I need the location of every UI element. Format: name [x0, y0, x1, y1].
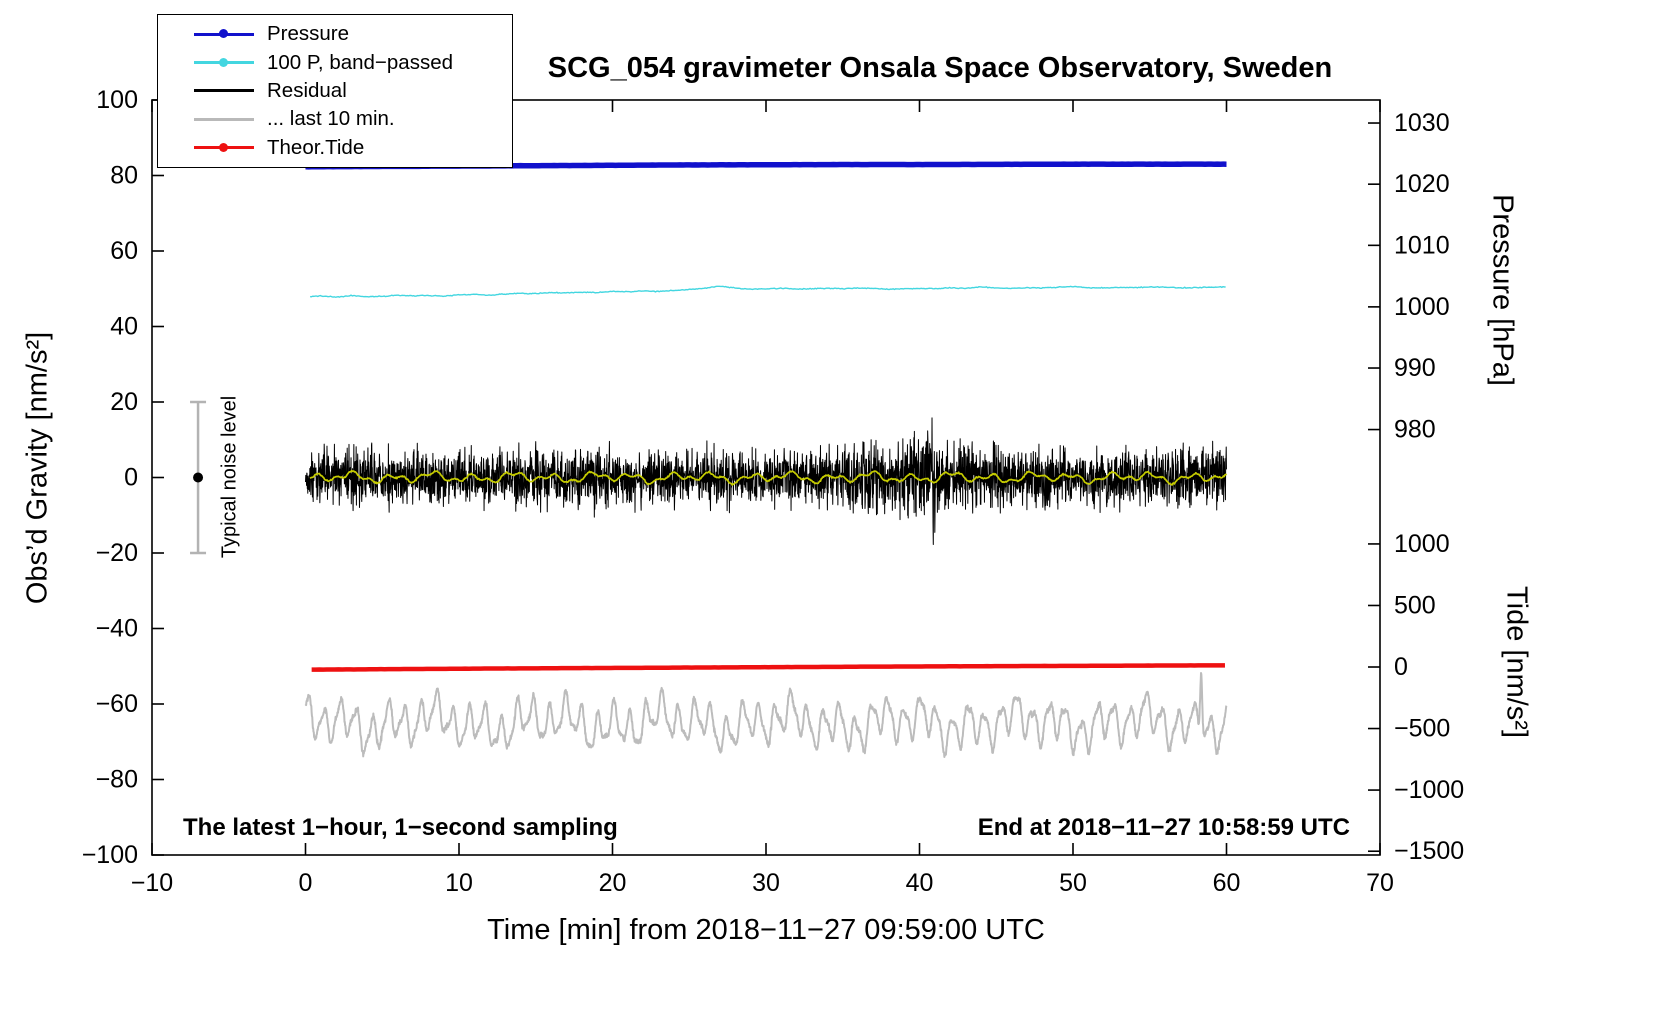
x-tick-label: 10 — [445, 869, 473, 897]
noise-level-dot — [193, 472, 204, 483]
pressure-tick-label: 1010 — [1394, 231, 1450, 259]
x-tick-label: −10 — [131, 869, 173, 897]
residual-line-marker-icon — [194, 85, 254, 97]
tide-tick-label: 1000 — [1394, 530, 1450, 558]
noise-level-annotation: Typical noise level — [218, 395, 241, 559]
y-axis-ticks-gravity: −100 −80 −60 −40 −20 0 20 40 60 80 100 — [82, 86, 164, 869]
y-axis-ticks-tide: 1000 500 0 −500 −1000 −1500 — [1368, 530, 1464, 865]
x-axis-ticks: −10 0 10 20 30 40 50 60 70 — [131, 100, 1394, 897]
legend-label: Pressure — [267, 22, 350, 46]
pressure-tick-label: 1020 — [1394, 170, 1450, 198]
series-residual — [305, 417, 1227, 546]
y-axis-label-pressure: Pressure [hPa] — [1486, 194, 1519, 386]
pressure-tick-label: 1030 — [1394, 109, 1450, 137]
series-pressure-bandpassed — [309, 285, 1226, 298]
pressure-line-marker-icon — [194, 28, 254, 40]
legend-label: 100 P, band−passed — [267, 50, 454, 74]
x-tick-label: 20 — [599, 869, 627, 897]
last10min-line-marker-icon — [194, 113, 254, 125]
series-residual-filtered — [309, 469, 1228, 486]
x-tick-label: 50 — [1059, 869, 1087, 897]
theortide-line-marker-icon — [194, 142, 254, 154]
gravity-tick-label: 80 — [110, 162, 138, 190]
gravity-tick-label: −60 — [96, 690, 138, 718]
legend-label: Theor.Tide — [267, 135, 365, 159]
legend-item-pressure: Pressure — [158, 21, 512, 48]
legend-item-last10min: ... last 10 min. — [158, 106, 512, 133]
legend-label: Residual — [267, 78, 347, 102]
pressure-tick-label: 980 — [1394, 416, 1436, 444]
series-theor-tide — [311, 663, 1225, 672]
chart-title: SCG_054 gravimeter Onsala Space Observat… — [547, 52, 1333, 84]
gravity-tick-label: 0 — [124, 464, 138, 492]
gravity-tick-label: 100 — [96, 86, 138, 114]
tide-tick-label: 500 — [1394, 591, 1436, 619]
x-axis-label: Time [min] from 2018−11−27 09:59:00 UTC — [487, 914, 1045, 946]
pressure-tick-label: 1000 — [1394, 293, 1450, 321]
gravity-tick-label: −100 — [82, 841, 138, 869]
tide-tick-label: −500 — [1394, 715, 1450, 743]
gravity-tick-label: 40 — [110, 313, 138, 341]
legend-item-bandpassed: 100 P, band−passed — [158, 49, 512, 76]
gravity-tick-label: 60 — [110, 237, 138, 265]
end-time-annotation: End at 2018−11−27 10:58:59 UTC — [977, 814, 1350, 841]
y-axis-label-tide: Tide [nm/s²] — [1500, 585, 1533, 739]
series-residual-last10min — [304, 671, 1228, 758]
x-tick-label: 60 — [1213, 869, 1241, 897]
tide-tick-label: 0 — [1394, 653, 1408, 681]
legend-item-residual: Residual — [158, 77, 512, 104]
y-axis-ticks-pressure: 1030 1020 1010 1000 990 980 — [1368, 109, 1450, 444]
gravity-tick-label: −20 — [96, 539, 138, 567]
series-group — [304, 161, 1228, 758]
legend-label: ... last 10 min. — [267, 107, 395, 131]
tide-tick-label: −1500 — [1394, 837, 1464, 865]
x-tick-label: 30 — [752, 869, 780, 897]
noise-level-bar — [190, 400, 207, 555]
gravity-tick-label: 20 — [110, 388, 138, 416]
gravity-tick-label: −40 — [96, 615, 138, 643]
x-tick-label: 40 — [906, 869, 934, 897]
sampling-annotation: The latest 1−hour, 1−second sampling — [183, 814, 618, 841]
x-tick-label: 70 — [1366, 869, 1394, 897]
y-axis-label-gravity: Obs’d Gravity [nm/s²] — [21, 331, 54, 605]
x-tick-label: 0 — [299, 869, 313, 897]
tide-tick-label: −1000 — [1394, 776, 1464, 804]
pressure-tick-label: 990 — [1394, 354, 1436, 382]
legend-item-theortide: Theor.Tide — [158, 134, 512, 161]
legend: Pressure 100 P, band−passed Residual ...… — [157, 14, 513, 168]
gravity-tick-label: −80 — [96, 766, 138, 794]
bandpassed-line-marker-icon — [194, 57, 254, 69]
